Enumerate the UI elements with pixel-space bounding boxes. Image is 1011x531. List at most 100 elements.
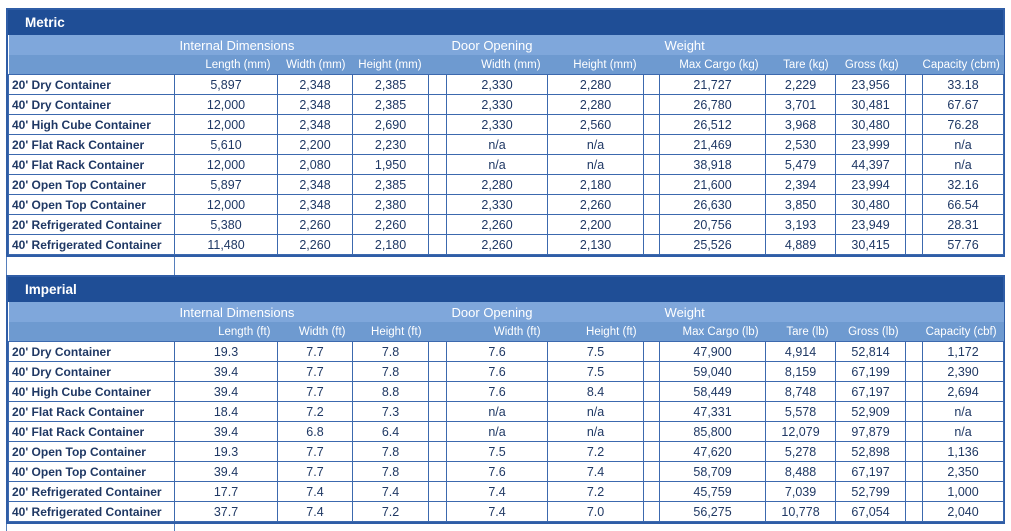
value-cell[interactable]: 2,330 [446,94,549,115]
value-cell[interactable]: 33.18 [922,74,1005,95]
value-cell[interactable]: 2,385 [351,174,430,195]
value-cell[interactable]: 5,479 [765,154,837,175]
value-cell[interactable]: 52,909 [835,401,907,422]
col-header-length[interactable]: Length (mm) [174,55,278,75]
value-cell[interactable]: 2,348 [277,174,353,195]
metric-title-bar[interactable]: Metric [8,10,1003,35]
value-cell[interactable]: 7.2 [351,501,430,522]
value-cell[interactable]: 2,380 [351,194,430,215]
value-cell[interactable]: 1,000 [922,481,1005,502]
value-cell[interactable]: 21,600 [659,174,767,195]
value-cell[interactable]: 2,040 [922,501,1005,522]
value-cell[interactable]: 1,136 [922,441,1005,462]
value-cell[interactable]: 2,394 [765,174,837,195]
value-cell[interactable]: 1,172 [922,341,1005,362]
value-cell[interactable]: 7.4 [446,501,549,522]
value-cell[interactable]: 5,897 [174,174,278,195]
value-cell[interactable]: 7.4 [351,481,430,502]
value-cell[interactable]: 76.28 [922,114,1005,135]
value-cell[interactable]: 7.6 [446,381,549,402]
col-header-door-width[interactable]: Width (mm) [446,55,548,75]
value-cell[interactable]: 59,040 [659,361,767,382]
col-header-gross[interactable]: Gross (kg) [835,55,906,75]
col-header-door-height[interactable]: Height (ft) [547,322,644,342]
value-cell[interactable]: 7.8 [351,341,430,362]
container-name-cell[interactable]: 40' High Cube Container [8,114,175,135]
value-cell[interactable]: 58,449 [659,381,767,402]
value-cell[interactable]: 7.2 [277,401,353,422]
container-name-cell[interactable]: 40' Dry Container [8,361,175,382]
value-cell[interactable]: 52,799 [835,481,907,502]
value-cell[interactable]: 5,610 [174,134,278,155]
value-cell[interactable]: n/a [547,401,645,422]
value-cell[interactable]: 7.2 [547,441,645,462]
value-cell[interactable]: 2,200 [277,134,353,155]
group-weight[interactable]: Weight [659,302,906,322]
container-name-cell[interactable]: 20' Dry Container [8,341,175,362]
value-cell[interactable]: 97,879 [835,421,907,442]
value-cell[interactable]: 3,968 [765,114,837,135]
value-cell[interactable]: 7.7 [277,441,353,462]
value-cell[interactable]: n/a [922,421,1005,442]
value-cell[interactable]: 21,469 [659,134,767,155]
container-name-cell[interactable]: 20' Open Top Container [8,174,175,195]
value-cell[interactable]: 7.8 [351,441,430,462]
value-cell[interactable]: 5,380 [174,214,278,235]
value-cell[interactable]: 3,850 [765,194,837,215]
value-cell[interactable]: 47,900 [659,341,767,362]
value-cell[interactable]: 7.6 [446,341,549,362]
value-cell[interactable]: 47,620 [659,441,767,462]
value-cell[interactable]: 7.8 [351,461,430,482]
col-header-height[interactable]: Height (mm) [352,55,429,75]
value-cell[interactable]: 17.7 [174,481,278,502]
value-cell[interactable]: 58,709 [659,461,767,482]
container-name-cell[interactable]: 40' Refrigerated Container [8,234,175,255]
group-internal-dimensions[interactable]: Internal Dimensions [174,302,429,322]
col-header-capacity[interactable]: Capacity (cbf) [922,322,1004,342]
value-cell[interactable]: 23,949 [835,214,907,235]
value-cell[interactable]: 19.3 [174,341,278,362]
value-cell[interactable]: n/a [446,154,549,175]
value-cell[interactable]: 30,480 [835,114,907,135]
container-name-cell[interactable]: 40' Open Top Container [8,461,175,482]
value-cell[interactable]: 2,260 [277,214,353,235]
value-cell[interactable]: 39.4 [174,361,278,382]
value-cell[interactable]: 39.4 [174,381,278,402]
col-header-door-height[interactable]: Height (mm) [547,55,644,75]
value-cell[interactable]: 7.5 [446,441,549,462]
value-cell[interactable]: n/a [922,154,1005,175]
value-cell[interactable]: 5,278 [765,441,837,462]
value-cell[interactable]: 2,560 [547,114,645,135]
value-cell[interactable]: 7.8 [351,361,430,382]
container-name-cell[interactable]: 40' High Cube Container [8,381,175,402]
value-cell[interactable]: 2,348 [277,74,353,95]
value-cell[interactable]: 19.3 [174,441,278,462]
value-cell[interactable]: 6.8 [277,421,353,442]
col-header-tare[interactable]: Tare (kg) [765,55,836,75]
col-header-gross[interactable]: Gross (lb) [835,322,906,342]
value-cell[interactable]: 2,694 [922,381,1005,402]
value-cell[interactable]: 7.5 [547,341,645,362]
value-cell[interactable]: 2,280 [446,174,549,195]
container-name-cell[interactable]: 40' Dry Container [8,94,175,115]
value-cell[interactable]: 7.7 [277,381,353,402]
container-name-cell[interactable]: 20' Refrigerated Container [8,481,175,502]
value-cell[interactable]: 23,994 [835,174,907,195]
value-cell[interactable]: 2,350 [922,461,1005,482]
group-door-opening[interactable]: Door Opening [446,302,644,322]
value-cell[interactable]: 2,260 [547,194,645,215]
value-cell[interactable]: 45,759 [659,481,767,502]
value-cell[interactable]: 47,331 [659,401,767,422]
value-cell[interactable]: 2,330 [446,114,549,135]
col-header-height[interactable]: Height (ft) [352,322,429,342]
value-cell[interactable]: 67,199 [835,361,907,382]
value-cell[interactable]: 7.7 [277,461,353,482]
group-door-opening[interactable]: Door Opening [446,35,644,55]
value-cell[interactable]: 37.7 [174,501,278,522]
col-header-width[interactable]: Width (mm) [277,55,353,75]
col-header-length[interactable]: Length (ft) [174,322,278,342]
value-cell[interactable]: 39.4 [174,421,278,442]
value-cell[interactable]: 2,200 [547,214,645,235]
value-cell[interactable]: 39.4 [174,461,278,482]
value-cell[interactable]: n/a [922,401,1005,422]
